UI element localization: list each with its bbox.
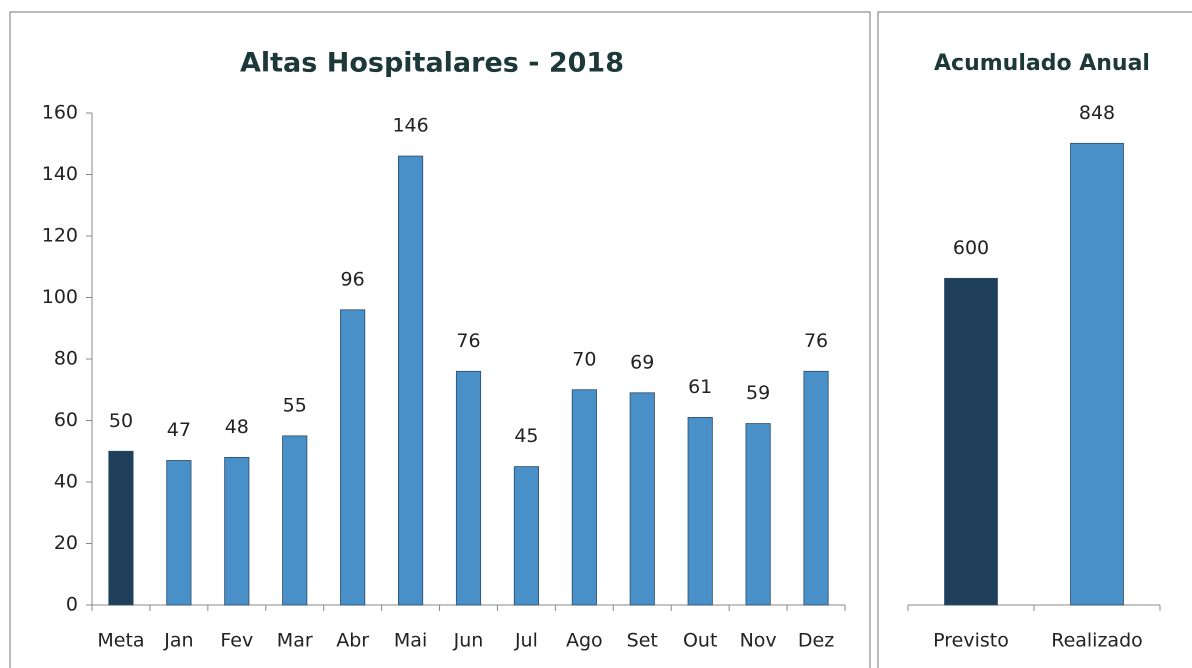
data-label: 96 (341, 268, 365, 290)
bar (166, 460, 192, 606)
bar (687, 417, 713, 606)
bar (745, 423, 771, 606)
bar (944, 277, 998, 606)
bar (108, 450, 134, 606)
data-label: 69 (630, 351, 654, 373)
x-tick-label: Abr (336, 630, 369, 652)
data-label: 70 (572, 348, 596, 370)
y-tick-label: 160 (42, 102, 78, 124)
data-label: 848 (1079, 102, 1115, 124)
bar (340, 309, 366, 606)
data-label: 59 (746, 382, 770, 404)
right-panel (877, 11, 1192, 668)
data-label: 600 (953, 237, 989, 259)
x-tick-label: Realizado (1051, 630, 1143, 652)
data-label: 146 (392, 115, 428, 137)
bar (398, 155, 424, 606)
y-tick-label: 20 (54, 532, 78, 554)
x-tick-label: Fev (220, 630, 253, 652)
data-label: 45 (514, 425, 538, 447)
bar (803, 370, 829, 606)
bar (629, 392, 655, 606)
y-tick-label: 60 (54, 409, 78, 431)
data-label: 76 (804, 330, 828, 352)
y-tick-label: 0 (66, 594, 78, 616)
chart-title: Acumulado Anual (934, 51, 1150, 76)
bar (571, 389, 597, 606)
y-tick-label: 100 (42, 286, 78, 308)
x-tick-label: Dez (798, 630, 834, 652)
x-tick-label: Set (627, 630, 658, 652)
x-tick-label: Previsto (933, 630, 1009, 652)
bar (224, 456, 250, 606)
data-label: 55 (283, 394, 307, 416)
x-tick-label: Jun (453, 630, 484, 652)
left-panel (9, 11, 871, 668)
x-tick-label: Jul (514, 630, 538, 652)
data-label: 76 (456, 330, 480, 352)
x-tick-label: Meta (97, 630, 144, 652)
bar (1070, 142, 1124, 606)
y-tick-label: 140 (42, 163, 78, 185)
data-label: 48 (225, 416, 249, 438)
bar (513, 466, 539, 606)
y-tick-label: 120 (42, 225, 78, 247)
data-label: 61 (688, 376, 712, 398)
chart-title: Altas Hospitalares - 2018 (240, 48, 624, 79)
x-tick-label: Ago (566, 630, 603, 652)
data-label: 47 (167, 419, 191, 441)
x-tick-label: Out (683, 630, 717, 652)
y-tick-label: 80 (54, 348, 78, 370)
x-tick-label: Jan (163, 630, 193, 652)
bar (282, 435, 308, 606)
data-label: 50 (109, 410, 133, 432)
x-tick-label: Nov (740, 630, 777, 652)
x-tick-label: Mar (277, 630, 313, 652)
bar (455, 370, 482, 606)
x-tick-label: Mai (394, 630, 427, 652)
y-tick-label: 40 (54, 471, 78, 493)
